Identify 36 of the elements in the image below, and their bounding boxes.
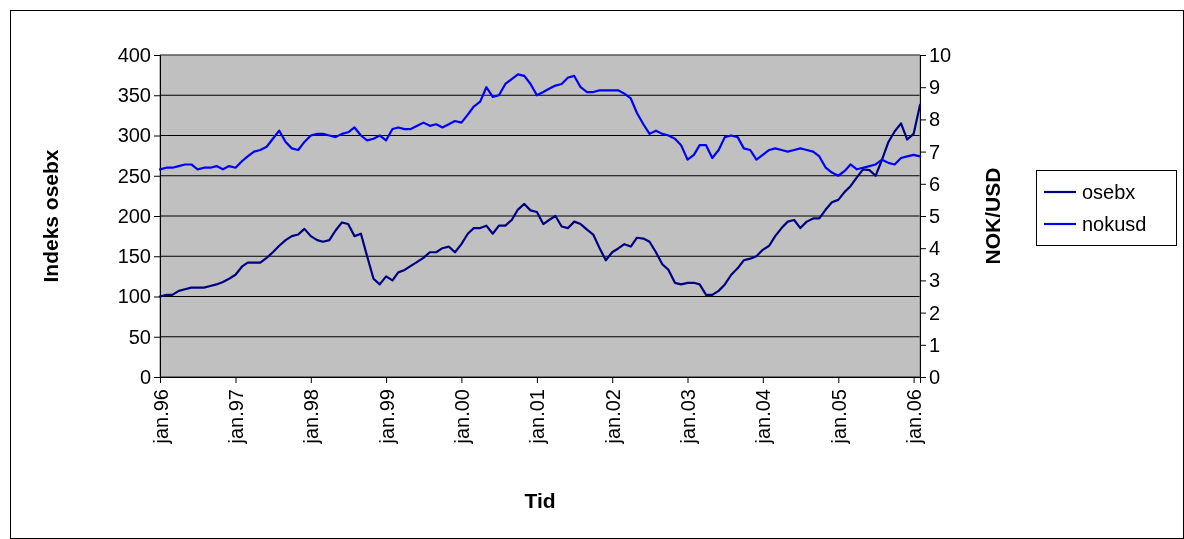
y-tick-label: 250	[117, 164, 151, 187]
y2-tick-label: 10	[929, 43, 952, 66]
y2-tick-label: 0	[929, 365, 941, 388]
y-tick-label: 200	[117, 204, 151, 227]
x-tick-label: jan.05	[827, 389, 850, 445]
y2-axis-title: NOK/USD	[981, 167, 1004, 265]
x-tick-label: jan.03	[677, 389, 699, 445]
y-tick-label: 350	[117, 84, 151, 107]
x-tick-label: jan.97	[225, 389, 247, 445]
y2-tick-label: 7	[929, 140, 941, 163]
y2-tick-label: 8	[929, 108, 941, 131]
y2-tick-label: 2	[929, 301, 941, 324]
x-tick-label: jan.96	[149, 389, 172, 445]
x-tick-label: jan.06	[903, 389, 926, 445]
x-tick-label: jan.04	[752, 389, 775, 445]
y-tick-label: 100	[117, 285, 151, 308]
legend-label: osebx	[1082, 181, 1136, 203]
y2-tick-label: 6	[929, 172, 941, 195]
y-tick-label: 0	[139, 365, 151, 388]
x-tick-label: jan.98	[300, 389, 323, 445]
y2-tick-label: 3	[929, 269, 941, 292]
y-tick-label: 400	[117, 43, 151, 66]
y2-tick-label: 1	[929, 333, 941, 356]
y2-tick-label: 4	[929, 237, 941, 260]
y-tick-label: 150	[117, 245, 151, 268]
y-tick-label: 300	[117, 124, 151, 147]
legend-label: nokusd	[1082, 213, 1147, 235]
x-axis-title: Tid	[524, 489, 556, 512]
x-tick-label: jan.99	[375, 389, 398, 445]
x-tick-label: jan.02	[601, 389, 624, 445]
y2-tick-label: 5	[929, 204, 941, 227]
y-tick-label: 50	[128, 325, 151, 348]
x-tick-label: jan.01	[526, 389, 549, 445]
y2-tick-label: 9	[929, 76, 941, 99]
y-axis-title: Indeks osebx	[39, 149, 62, 283]
x-tick-label: jan.00	[450, 389, 473, 445]
